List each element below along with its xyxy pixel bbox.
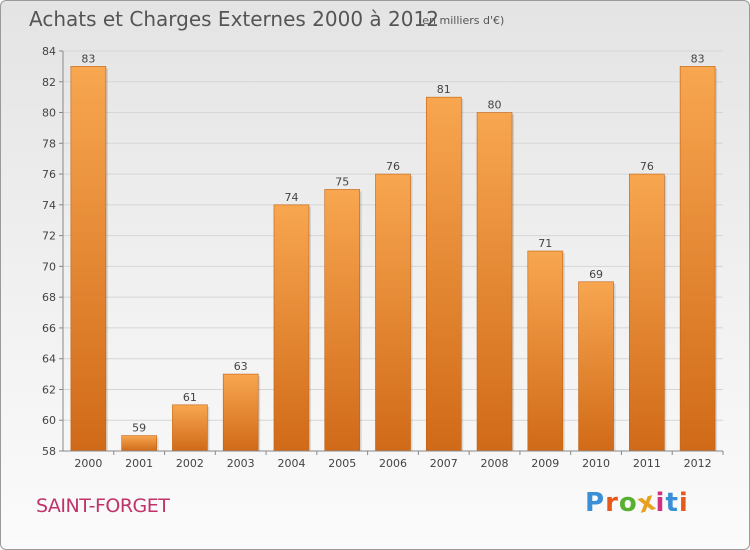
bar	[273, 204, 310, 452]
y-tick-label: 68	[42, 291, 56, 304]
bar	[121, 435, 157, 452]
x-tick-label: 2008	[481, 457, 509, 470]
logo-letter: o	[618, 488, 638, 518]
data-label: 61	[183, 391, 197, 404]
data-label: 83	[691, 52, 705, 65]
y-tick-label: 62	[42, 383, 56, 396]
data-label: 75	[335, 175, 349, 188]
x-tick-label: 2005	[328, 457, 356, 470]
chart-title: Achats et Charges Externes 2000 à 2012	[29, 7, 439, 31]
y-tick-label: 72	[42, 230, 56, 243]
commune-name: SAINT-FORGET	[36, 495, 170, 517]
y-tick-label: 74	[42, 199, 56, 212]
proxiti-logo: Proxiti	[585, 486, 689, 520]
data-label: 63	[234, 360, 248, 373]
x-tick-label: 2009	[531, 457, 559, 470]
data-label: 81	[437, 83, 451, 96]
x-tick-label: 2007	[430, 457, 458, 470]
y-tick-label: 58	[42, 445, 56, 458]
bar	[222, 373, 259, 452]
logo-letter: i	[655, 488, 666, 518]
x-tick-label: 2010	[582, 457, 610, 470]
bar	[527, 250, 564, 452]
x-tick-label: 2000	[74, 457, 102, 470]
y-tick-label: 78	[42, 137, 56, 150]
bar	[578, 281, 614, 452]
data-label: 74	[284, 191, 298, 204]
bar	[172, 404, 208, 452]
x-tick-label: 2011	[633, 457, 661, 470]
x-tick-label: 2002	[176, 457, 204, 470]
y-tick-label: 60	[42, 414, 56, 427]
bars	[70, 66, 718, 452]
bar	[425, 96, 462, 452]
y-tick-label: 82	[42, 76, 56, 89]
x-tick-label: 2012	[684, 457, 712, 470]
x-tick-label: 2006	[379, 457, 407, 470]
y-tick-label: 80	[42, 107, 56, 120]
y-tick-label: 84	[42, 45, 56, 58]
x-tick-label: 2003	[227, 457, 255, 470]
y-tick-label: 64	[42, 353, 56, 366]
data-label: 83	[81, 52, 95, 65]
x-axis: 2000 2001 2002 2003 2004 2005 2006 2007 2008 2009…	[63, 450, 724, 470]
x-tick-label: 2004	[277, 457, 305, 470]
bar	[629, 173, 665, 452]
y-tick-label: 76	[42, 168, 56, 181]
bar	[324, 189, 361, 452]
y-axis: 58 60 62 64 66 68 70 72 74 76 78 80 82 84	[42, 45, 64, 458]
data-label: 80	[488, 99, 502, 112]
data-label: 59	[132, 422, 146, 435]
logo-letter: i	[678, 488, 689, 518]
data-labels: 83 59 61 63 74 75 76 81 80 71 69 76 83	[81, 52, 704, 434]
bar	[70, 66, 107, 452]
x-tick-label: 2001	[125, 457, 153, 470]
logo-letter: r	[605, 488, 619, 518]
chart-subtitle: (en milliers d'€)	[418, 14, 505, 27]
data-label: 69	[589, 268, 603, 281]
bar	[476, 112, 513, 452]
bar	[679, 66, 716, 452]
bar	[375, 173, 411, 452]
logo-letter: t	[665, 488, 679, 518]
logo-letter: P	[585, 488, 606, 518]
y-tick-label: 66	[42, 322, 56, 335]
data-label: 76	[386, 160, 400, 173]
y-tick-label: 70	[42, 260, 56, 273]
data-label: 71	[538, 237, 552, 250]
data-label: 76	[640, 160, 654, 173]
